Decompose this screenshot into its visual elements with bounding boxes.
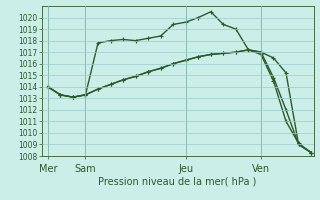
X-axis label: Pression niveau de la mer( hPa ): Pression niveau de la mer( hPa )	[99, 176, 257, 186]
